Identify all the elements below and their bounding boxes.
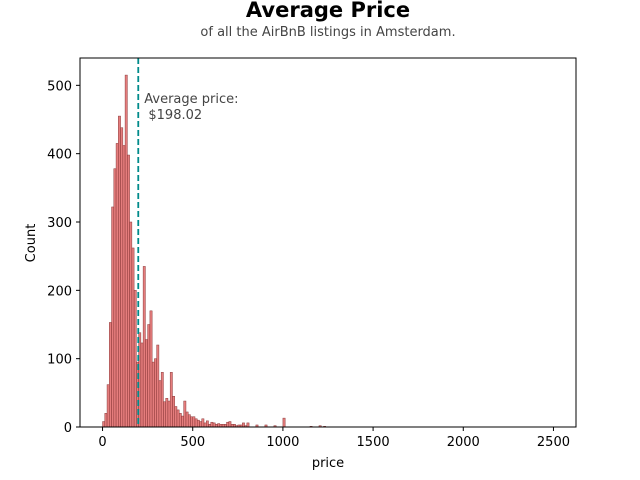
histogram-bar	[140, 342, 144, 428]
y-axis-label: Count	[24, 224, 39, 263]
histogram-bar	[158, 380, 162, 428]
histogram-bar	[165, 398, 169, 428]
histogram-bar	[142, 266, 146, 428]
y-tick-label: 400	[47, 148, 72, 163]
average-price-annotation-line1: Average price:	[144, 92, 238, 107]
x-axis-ticks: 0 500 1000 1500 2000 2500	[98, 427, 570, 450]
histogram-bar	[111, 206, 115, 428]
plot-frame	[79, 57, 577, 428]
y-axis-ticks: 0 100 200 300 400 500	[47, 79, 80, 436]
histogram-bar	[160, 372, 164, 428]
chart-title: Average Price	[246, 0, 410, 22]
histogram-bar	[163, 401, 166, 428]
y-tick-label: 500	[47, 79, 72, 94]
histogram-bar	[118, 115, 121, 428]
histogram-bar	[145, 339, 148, 428]
histogram-bar	[154, 358, 157, 428]
histogram-bar	[122, 145, 126, 428]
histogram-bar	[212, 422, 216, 428]
x-tick-label: 1000	[266, 435, 299, 450]
bars-group	[102, 74, 326, 428]
histogram-bar	[131, 247, 135, 428]
histogram-bar	[127, 154, 130, 428]
histogram-bar	[104, 413, 108, 428]
histogram-bar	[133, 290, 137, 428]
histogram-bar	[194, 418, 198, 428]
chart-subtitle: of all the AirBnB listings in Amsterdam.	[200, 25, 455, 40]
x-tick-label: 2500	[537, 435, 570, 450]
histogram-bar	[102, 421, 106, 428]
x-tick-label: 500	[180, 435, 205, 450]
histogram-bar	[199, 421, 202, 428]
histogram-bar	[178, 413, 182, 428]
histogram-bar	[185, 411, 189, 428]
histogram-bar	[226, 421, 230, 428]
histogram-bar	[192, 416, 196, 428]
histogram-bar	[203, 422, 207, 428]
histogram-bar	[176, 409, 180, 428]
histogram-bar	[115, 143, 119, 428]
x-tick-label: 1500	[357, 435, 390, 450]
histogram-bar	[106, 384, 110, 428]
histogram-bar	[113, 168, 117, 428]
histogram-bar	[120, 127, 124, 428]
histogram-bar	[228, 421, 232, 428]
histogram-bar	[181, 415, 184, 428]
histogram-bar	[124, 74, 128, 428]
y-tick-label: 200	[47, 284, 72, 299]
histogram-bar	[167, 400, 171, 428]
histogram-bar	[246, 422, 250, 428]
average-price-annotation-line2: $198.02	[144, 108, 202, 123]
x-tick-label: 0	[98, 435, 106, 450]
histogram-bar	[183, 400, 187, 428]
histogram-bar	[147, 324, 151, 428]
y-tick-label: 100	[47, 353, 72, 368]
histogram-bar	[196, 419, 200, 428]
histogram-bar	[172, 396, 175, 428]
histogram-bar	[129, 221, 133, 428]
histogram-bar	[174, 406, 178, 428]
histogram-bar	[201, 418, 205, 428]
y-tick-label: 0	[64, 421, 72, 436]
histogram-bar	[187, 414, 191, 428]
y-tick-label: 300	[47, 216, 72, 231]
histogram-bar	[190, 416, 193, 428]
histogram-bar	[169, 372, 173, 428]
histogram-bar	[109, 322, 112, 428]
histogram-bar	[282, 417, 286, 428]
histogram-bar	[151, 361, 155, 428]
histogram-bar	[206, 420, 209, 428]
histogram-bar	[242, 422, 245, 428]
histogram-bar	[217, 423, 221, 428]
x-tick-label: 2000	[447, 435, 480, 450]
x-axis-label: price	[312, 456, 344, 471]
histogram-bar	[210, 421, 214, 428]
histogram-bar	[156, 344, 160, 428]
histogram-bar	[149, 310, 153, 428]
